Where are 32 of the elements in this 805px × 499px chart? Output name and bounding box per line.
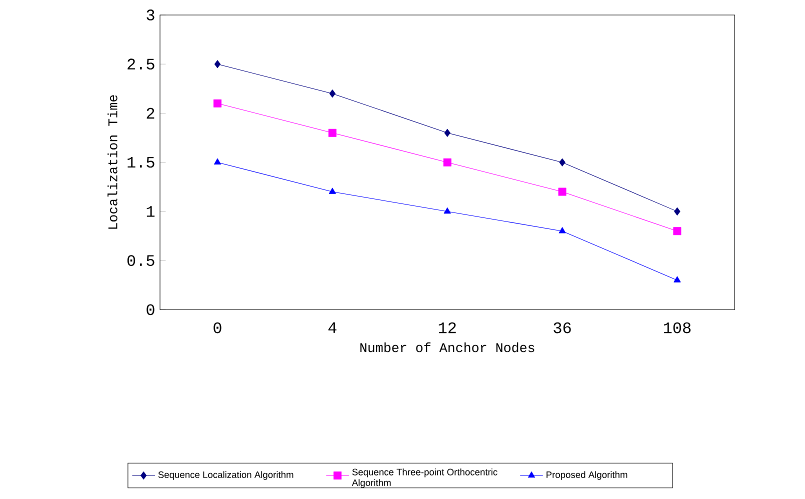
y-tick-label: 0.5: [127, 255, 154, 266]
point: [558, 227, 566, 234]
point: [328, 188, 336, 194]
y-tick-label: 0: [146, 304, 154, 316]
y-tick-label: 1.5: [128, 156, 154, 168]
x-axis-title: Number of Anchor Nodes: [360, 342, 534, 352]
y-axis-title: Localization Time: [108, 95, 118, 229]
legend-label: Proposed Algorithm: [546, 471, 628, 480]
point: [214, 60, 221, 68]
point: [558, 188, 566, 196]
legend-label: Sequence Localization Algorithm: [158, 471, 294, 480]
x-tick-label: 0: [214, 322, 222, 334]
y-tick-label: 1: [146, 206, 155, 217]
x-tick-label: 108: [664, 322, 691, 334]
point: [328, 128, 336, 137]
legend-label: Sequence Three-point Orthocentric Algorithm: [352, 468, 498, 488]
point: [213, 99, 222, 108]
point: [674, 207, 680, 216]
point: [673, 227, 682, 236]
point: [444, 128, 450, 137]
x-tick-label: 12: [438, 322, 456, 334]
y-tick-label: 2: [146, 108, 154, 119]
x-tick-label: 36: [554, 322, 571, 334]
point: [214, 158, 221, 164]
x-tick-label: 4: [328, 322, 336, 333]
y-tick-label: 3: [146, 10, 154, 20]
point: [329, 90, 336, 98]
point: [559, 158, 566, 166]
point: [444, 207, 451, 214]
point: [443, 158, 452, 166]
point: [674, 276, 681, 282]
y-tick-label: 2.5: [128, 58, 154, 70]
